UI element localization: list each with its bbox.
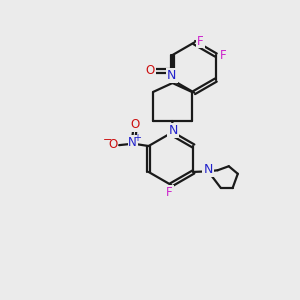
Text: O: O xyxy=(130,118,140,131)
Text: N: N xyxy=(203,164,213,176)
Text: F: F xyxy=(220,49,226,62)
Text: +: + xyxy=(133,133,141,143)
Text: O: O xyxy=(146,64,155,77)
Text: N: N xyxy=(167,68,177,82)
Text: −: − xyxy=(103,135,112,146)
Text: F: F xyxy=(166,186,173,199)
Text: N: N xyxy=(168,124,178,136)
Text: N: N xyxy=(128,136,137,149)
Text: F: F xyxy=(197,34,204,48)
Text: O: O xyxy=(108,138,117,151)
